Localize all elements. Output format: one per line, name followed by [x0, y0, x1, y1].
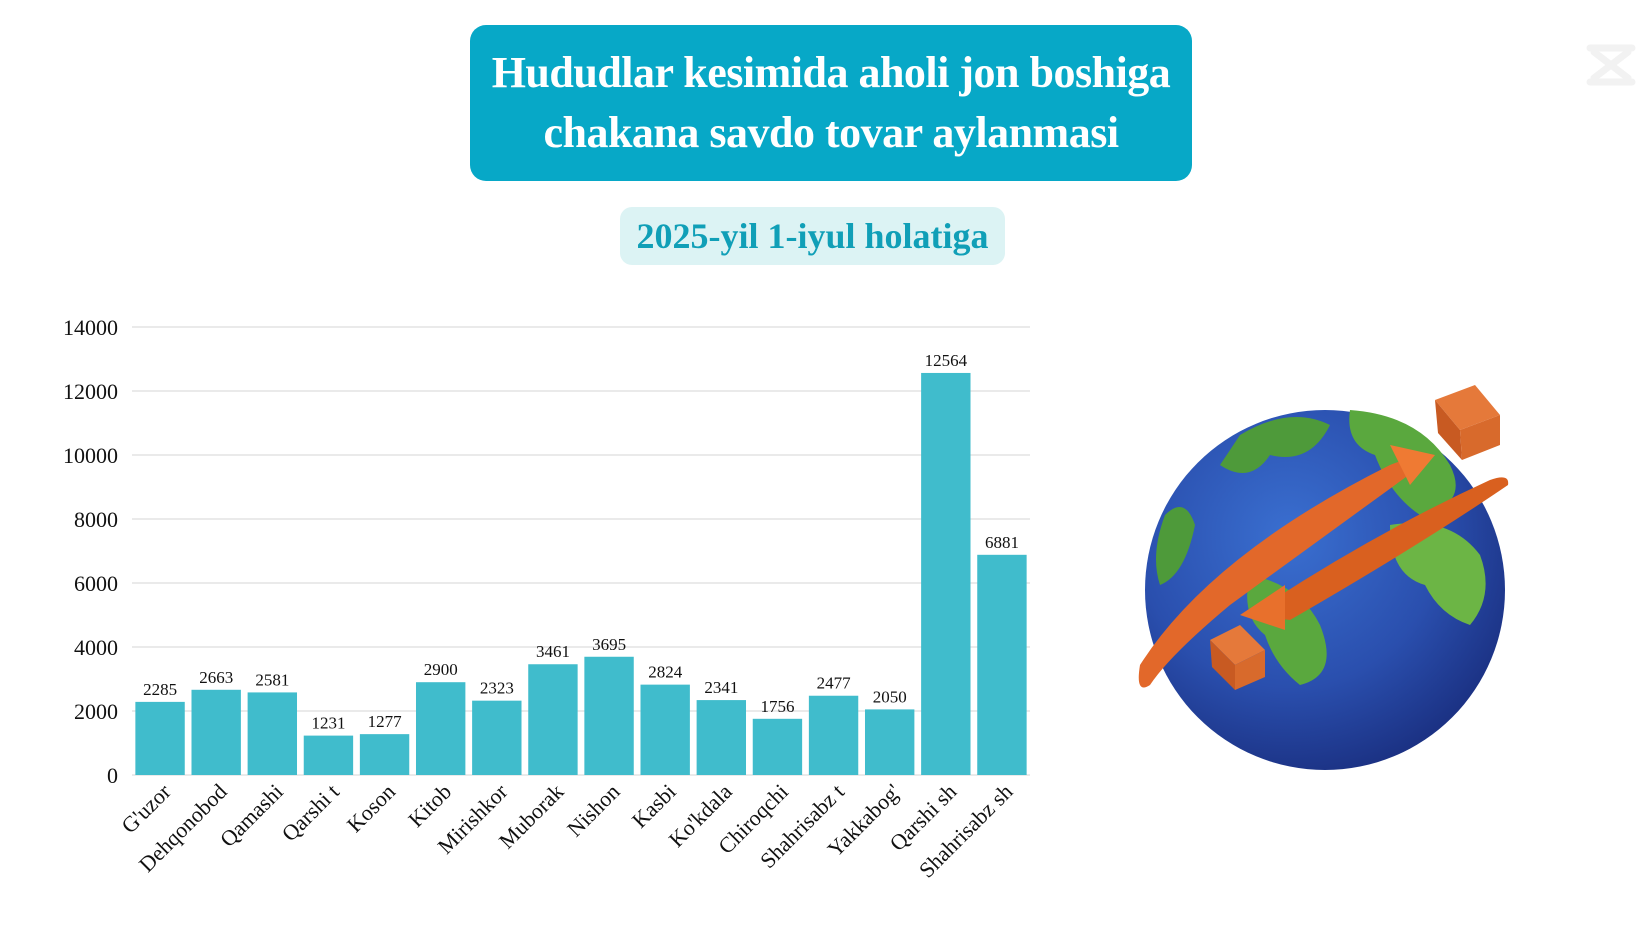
bar — [977, 554, 1027, 775]
subtitle-badge: 2025-yil 1-iyul holatiga — [620, 207, 1005, 265]
data-label: 3695 — [592, 635, 626, 654]
bar — [528, 664, 578, 775]
subtitle-text: 2025-yil 1-iyul holatiga — [636, 216, 989, 256]
bar — [696, 700, 747, 775]
y-tick-label: 12000 — [63, 379, 118, 404]
globe-with-orange-arrows-and-boxes-icon — [1138, 385, 1509, 770]
data-label: 6881 — [985, 533, 1019, 552]
title-line-1: Hududlar kesimida aholi jon boshiga — [491, 48, 1171, 97]
bar — [415, 682, 466, 775]
data-label: 2285 — [143, 680, 177, 699]
bar-chart: 020004000600080001000012000140002285G'uz… — [63, 315, 1030, 883]
y-tick-label: 6000 — [74, 571, 118, 596]
data-label: 2323 — [480, 679, 514, 698]
data-label: 2663 — [199, 668, 233, 687]
data-label: 2581 — [255, 670, 289, 689]
y-tick-label: 4000 — [74, 635, 118, 660]
bar — [921, 372, 971, 775]
bar — [303, 735, 354, 775]
bar — [584, 656, 634, 775]
app-watermark-icon — [1586, 44, 1636, 86]
data-label: 12564 — [925, 351, 968, 370]
x-tick-label: Qamashi — [215, 779, 288, 852]
data-label: 2477 — [817, 674, 852, 693]
y-tick-label: 8000 — [74, 507, 118, 532]
y-tick-label: 2000 — [74, 699, 118, 724]
data-label: 1756 — [760, 697, 794, 716]
data-label: 2341 — [704, 678, 738, 697]
bar — [640, 684, 690, 775]
data-label: 2050 — [873, 687, 907, 706]
bar — [191, 689, 241, 775]
bar — [359, 734, 410, 775]
data-label: 3461 — [536, 642, 570, 661]
data-label: 2824 — [648, 663, 683, 682]
data-label: 1231 — [311, 714, 345, 733]
y-tick-label: 0 — [107, 763, 118, 788]
title-line-2: chakana savdo tovar aylanmasi — [543, 108, 1119, 157]
y-tick-label: 14000 — [63, 315, 118, 340]
x-tick-label: Koson — [342, 779, 400, 837]
bar — [864, 709, 915, 775]
bar — [808, 695, 859, 775]
x-tick-label: Nishon — [562, 779, 625, 842]
bar — [752, 718, 803, 775]
bar — [472, 700, 522, 775]
bar — [247, 692, 298, 775]
y-tick-label: 10000 — [63, 443, 118, 468]
title-banner: Hududlar kesimida aholi jon boshiga chak… — [470, 25, 1192, 181]
x-tick-label: Qarshi t — [277, 779, 344, 846]
data-label: 1277 — [368, 712, 403, 731]
data-label: 2900 — [424, 660, 458, 679]
bar — [135, 701, 185, 775]
